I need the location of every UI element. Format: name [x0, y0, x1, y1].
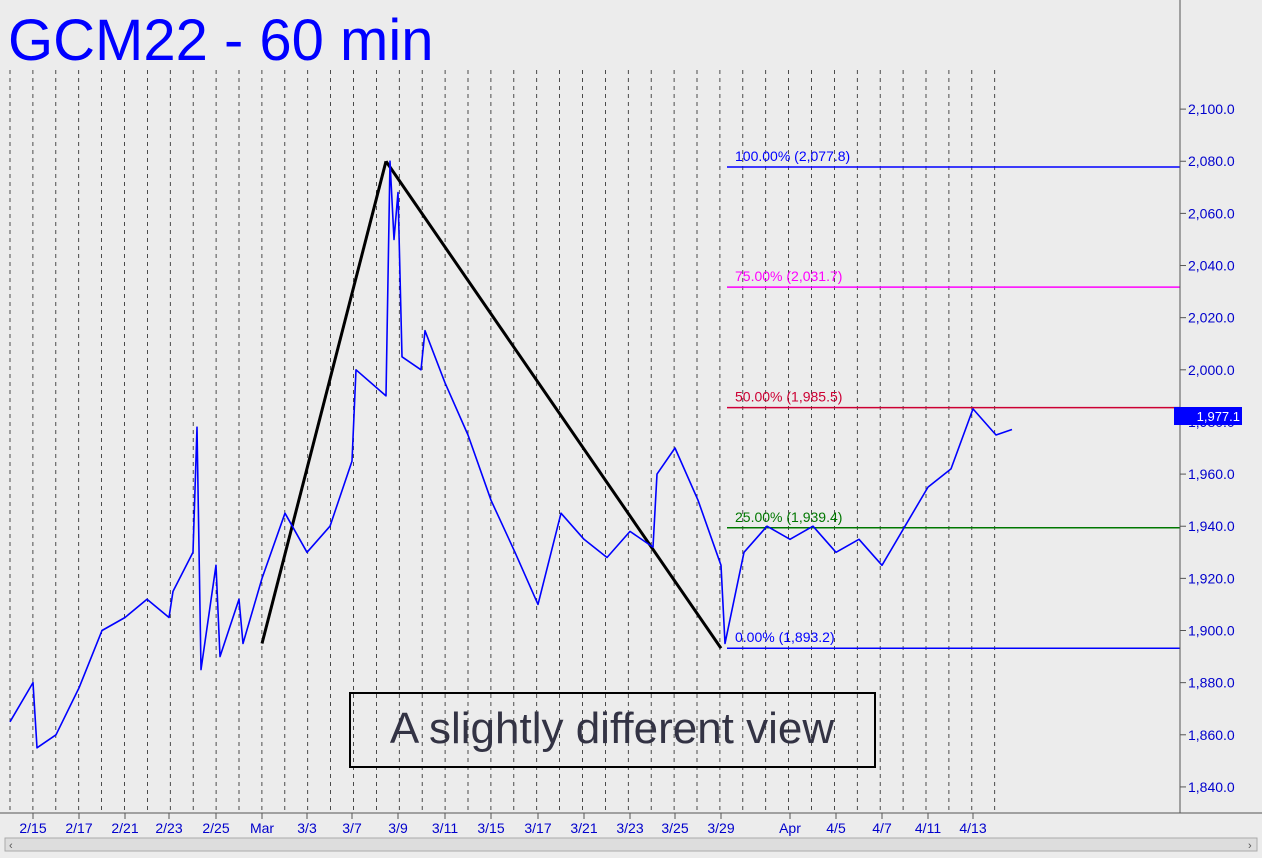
pattern-layer — [260, 160, 723, 650]
x-tick-label: 3/21 — [570, 820, 597, 836]
x-tick-label: 4/7 — [872, 820, 892, 836]
y-tick-label: 2,000.0 — [1188, 362, 1235, 378]
x-tick-label: 3/23 — [616, 820, 643, 836]
grid-layer — [9, 70, 996, 813]
x-tick-label: 4/11 — [915, 820, 941, 836]
scrollbar-track[interactable] — [4, 837, 1258, 852]
y-tick-label: 1,900.0 — [1188, 623, 1235, 639]
pattern-line — [260, 160, 388, 644]
last-price-label: 1,977.1 — [1197, 409, 1240, 424]
x-tick-label: 2/17 — [65, 820, 92, 836]
fib-layer: 100.00% (2,077.8) 75.00% (2,031.7) 50.00% … — [727, 148, 1180, 649]
pattern-line — [384, 160, 723, 650]
y-tick-label: 2,040.0 — [1188, 258, 1235, 274]
annotation-box — [349, 692, 876, 768]
y-tick-label: 2,060.0 — [1188, 205, 1235, 221]
x-tick-label: 3/25 — [661, 820, 688, 836]
y-tick-label: 1,940.0 — [1188, 518, 1235, 534]
fib-level-label: 25.00% (1,939.4) — [735, 509, 842, 525]
y-tick-label: 2,080.0 — [1188, 153, 1235, 169]
fib-level-label: 50.00% (1,985.5) — [735, 389, 842, 405]
last-price-tag — [1174, 407, 1242, 425]
fib-level-label: 100.00% (2,077.8) — [735, 148, 850, 164]
x-tick-label: Apr — [779, 820, 801, 836]
y-tick-label: 1,860.0 — [1188, 727, 1235, 743]
y-tick-label: 2,020.0 — [1188, 310, 1235, 326]
y-tick-label: 1,920.0 — [1188, 570, 1235, 586]
fib-level-label: 75.00% (2,031.7) — [735, 268, 842, 284]
x-tick-label: 3/15 — [477, 820, 504, 836]
scroll-left-icon[interactable]: ‹ — [9, 840, 13, 852]
price-layer — [9, 160, 1013, 749]
y-tick-label: 1,880.0 — [1188, 675, 1235, 691]
fib-level-label: 0.00% (1,893.2) — [735, 629, 835, 645]
scrollbar[interactable]: ‹ › — [4, 837, 1258, 852]
x-tick-label: 3/29 — [707, 820, 734, 836]
x-tick-label: 3/11 — [432, 820, 458, 836]
price-series-line — [9, 160, 1013, 749]
x-tick-label: 2/23 — [155, 820, 182, 836]
x-tick-label: 2/21 — [111, 820, 138, 836]
x-tick-label: 3/3 — [297, 820, 317, 836]
x-tick-label: 3/9 — [388, 820, 408, 836]
x-tick-label: 3/7 — [342, 820, 362, 836]
axis-layer: 2,100.0 2,080.0 2,060.0 2,040.0 2,020.0 2,000… — [0, 0, 1262, 836]
scroll-right-icon[interactable]: › — [1248, 840, 1252, 852]
chart-title: GCM22 - 60 min — [8, 8, 433, 73]
y-tick-label: 1,960.0 — [1188, 466, 1235, 482]
x-tick-label: 4/5 — [826, 820, 846, 836]
y-tick-label: 1,840.0 — [1188, 779, 1235, 795]
x-tick-label: 2/15 — [19, 820, 46, 836]
x-tick-label: 2/25 — [202, 820, 229, 836]
y-tick-label: 2,100.0 — [1188, 101, 1235, 117]
x-tick-label: 4/13 — [959, 820, 986, 836]
x-tick-label: 3/17 — [524, 820, 551, 836]
annotation-text: A slightly different view — [390, 704, 835, 753]
x-tick-label: Mar — [250, 820, 274, 836]
